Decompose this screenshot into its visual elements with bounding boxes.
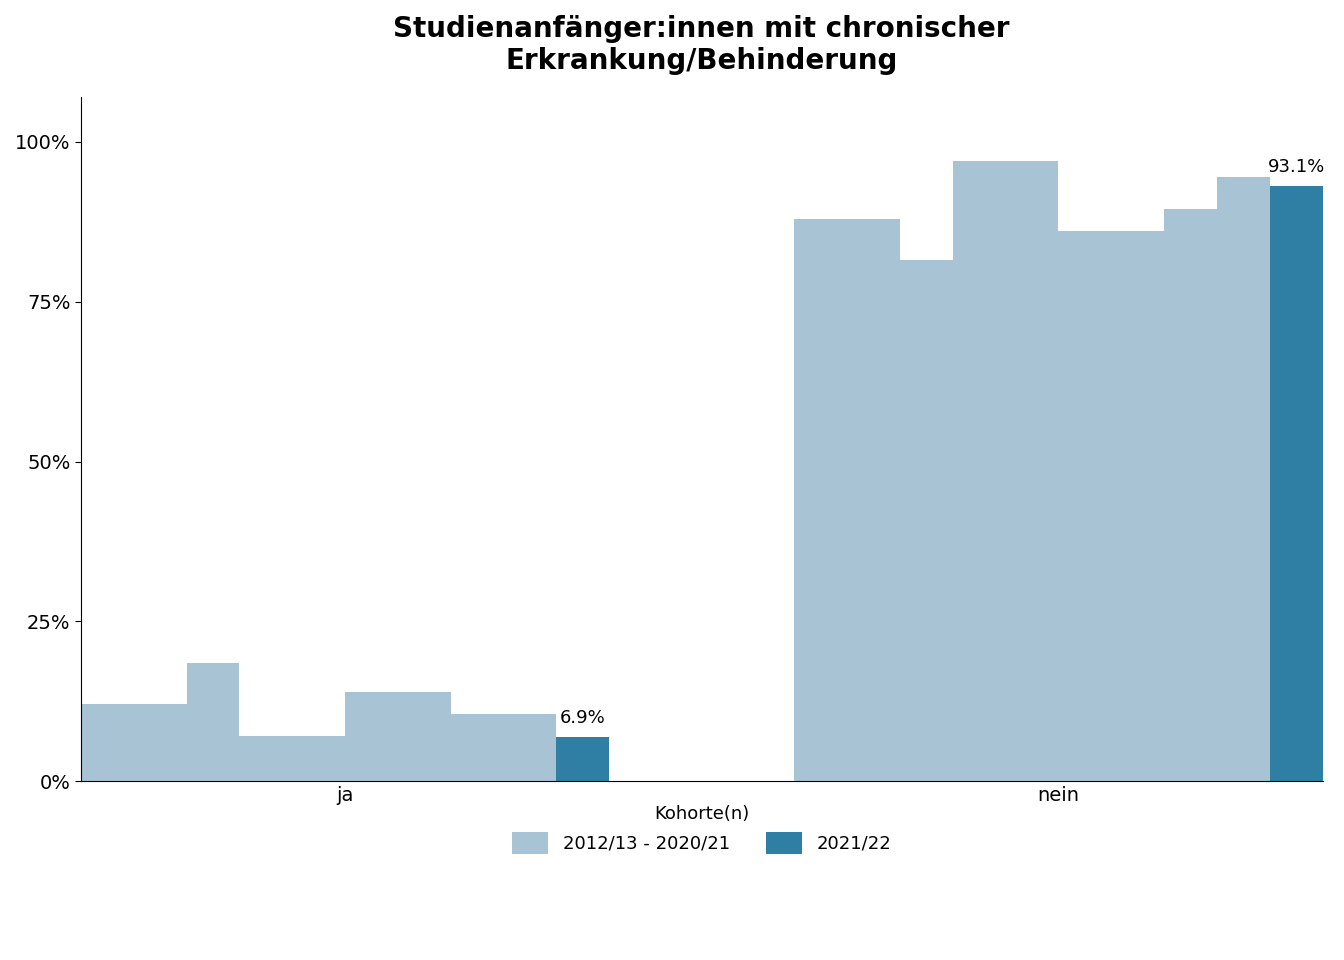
Bar	[187, 662, 239, 781]
Bar	[81, 705, 134, 781]
Bar	[1005, 161, 1058, 781]
Title: Studienanfänger:innen mit chronischer
Erkrankung/Behinderung: Studienanfänger:innen mit chronischer Er…	[394, 15, 1009, 76]
Bar	[953, 161, 1005, 781]
Bar	[450, 714, 504, 781]
Bar	[847, 219, 900, 781]
Bar	[504, 714, 556, 781]
Bar	[556, 737, 609, 781]
Bar	[900, 260, 953, 781]
Bar	[292, 736, 345, 781]
Bar	[1270, 186, 1322, 781]
Bar	[794, 219, 847, 781]
Legend: 2012/13 - 2020/21, 2021/22: 2012/13 - 2020/21, 2021/22	[505, 798, 899, 861]
Bar	[239, 736, 292, 781]
Bar	[1111, 231, 1164, 781]
Text: 6.9%: 6.9%	[560, 709, 606, 728]
Bar	[134, 705, 187, 781]
Text: 93.1%: 93.1%	[1267, 158, 1325, 177]
Bar	[345, 691, 398, 781]
Bar	[1216, 177, 1270, 781]
Bar	[1058, 231, 1111, 781]
Bar	[1164, 209, 1216, 781]
Bar	[398, 691, 450, 781]
